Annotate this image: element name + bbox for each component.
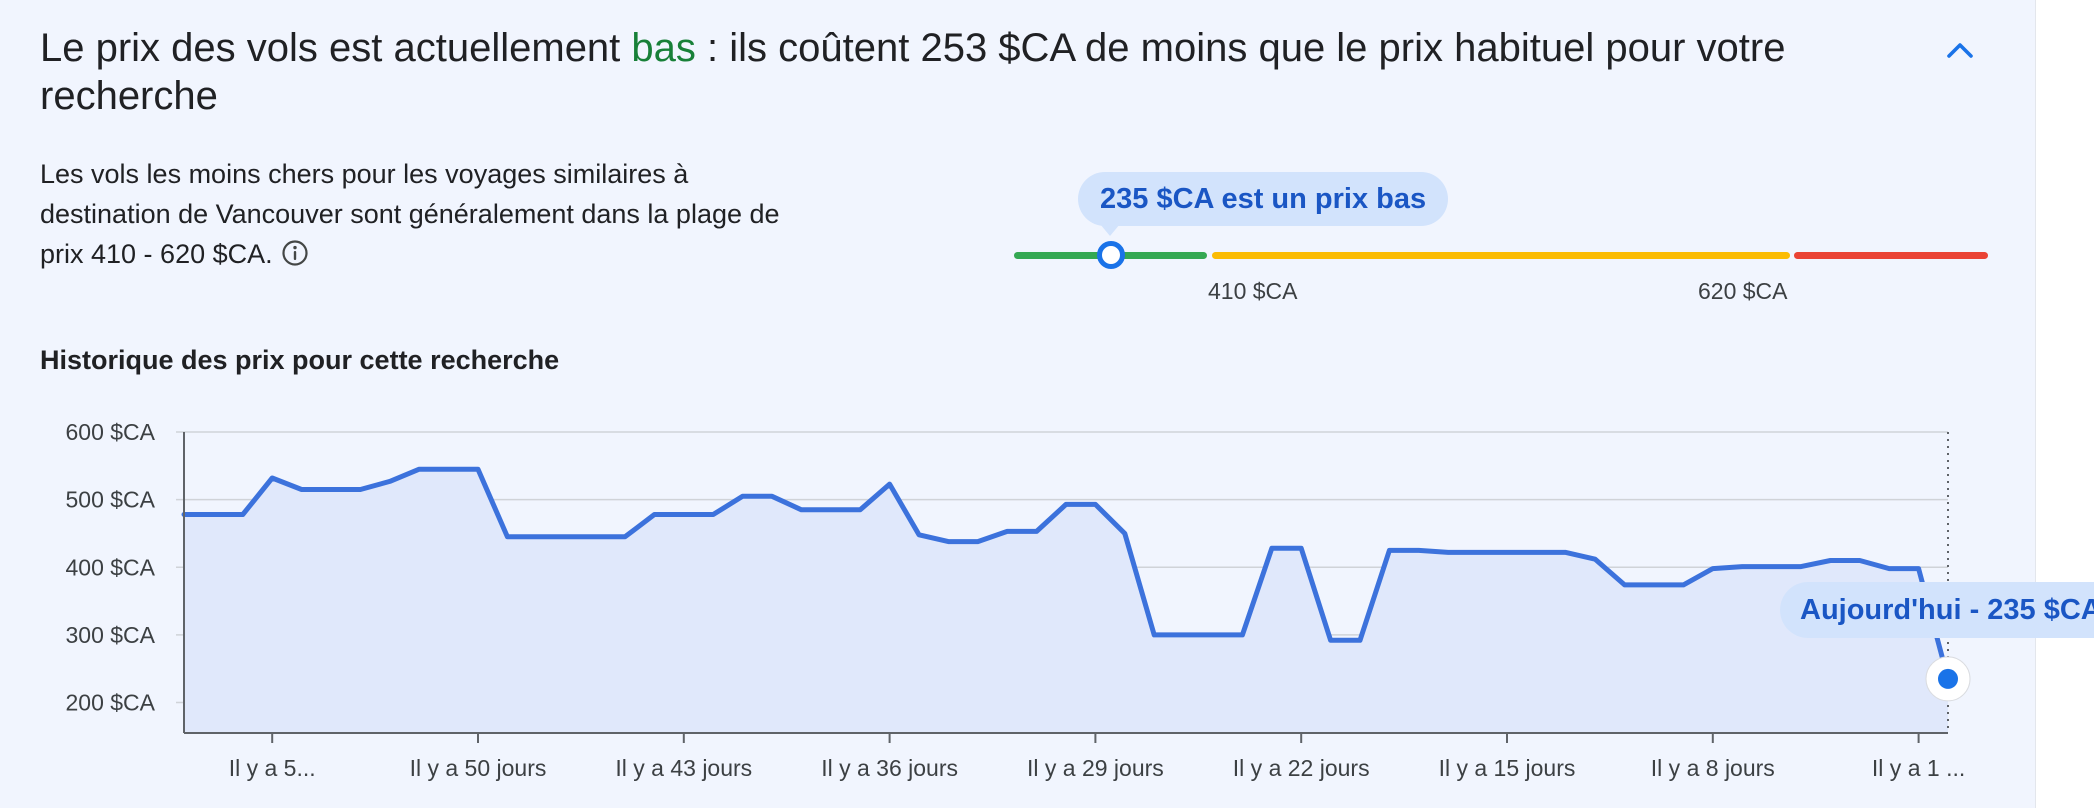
info-button[interactable] — [281, 238, 309, 278]
high-price-segment — [1794, 252, 1988, 259]
y-tick-label: 600 $CA — [65, 419, 155, 445]
x-tick-label: Il y a 50 jours — [410, 755, 547, 781]
headline-prefix: Le prix des vols est actuellement — [40, 26, 632, 70]
price-history-title: Historique des prix pour cette recherche — [40, 345, 560, 375]
y-tick-label: 500 $CA — [65, 487, 155, 513]
price-status-badge: bas — [631, 26, 696, 70]
price-headline: Le prix des vols est actuellement bas : … — [40, 24, 1920, 120]
chevron-up-icon — [1947, 43, 1973, 58]
current-price-marker — [1097, 241, 1125, 269]
today-point — [1938, 668, 1958, 689]
price-series-line — [181, 466, 1951, 682]
typical-price-segment — [1212, 252, 1790, 259]
current-price-bubble: 235 $CA est un prix bas — [1078, 172, 1449, 226]
y-tick-label: 400 $CA — [65, 554, 155, 580]
typical-price-text: Les vols les moins chers pour les voyage… — [40, 159, 780, 269]
info-icon — [282, 240, 308, 266]
low-threshold-label: 410 $CA — [1208, 278, 1298, 304]
price-area-fill — [184, 469, 1948, 733]
y-tick-label: 300 $CA — [65, 622, 155, 648]
x-tick-label: Il y a 1 ... — [1872, 755, 1965, 781]
x-tick-label: Il y a 15 jours — [1439, 755, 1576, 781]
x-tick-label: Il y a 36 jours — [821, 755, 958, 781]
x-tick-label: Il y a 43 jours — [615, 755, 752, 781]
collapse-button[interactable] — [1936, 26, 1984, 74]
x-tick-label: Il y a 29 jours — [1027, 755, 1164, 781]
current-price-bubble-tip — [1100, 224, 1120, 236]
panel-edge — [2035, 0, 2036, 808]
y-tick-label: 200 $CA — [65, 690, 155, 716]
today-price-label: Aujourd'hui - 235 $CA — [1780, 582, 2094, 638]
headline-suffix: : ils coûtent 253 $CA de moins que le pr… — [40, 26, 1786, 118]
high-threshold-label: 620 $CA — [1698, 278, 1788, 304]
x-tick-label: Il y a 8 jours — [1651, 755, 1775, 781]
x-tick-label: Il y a 22 jours — [1233, 755, 1370, 781]
typical-price-description: Les vols les moins chers pour les voyage… — [40, 154, 820, 278]
x-tick-label: Il y a 5... — [229, 755, 316, 781]
